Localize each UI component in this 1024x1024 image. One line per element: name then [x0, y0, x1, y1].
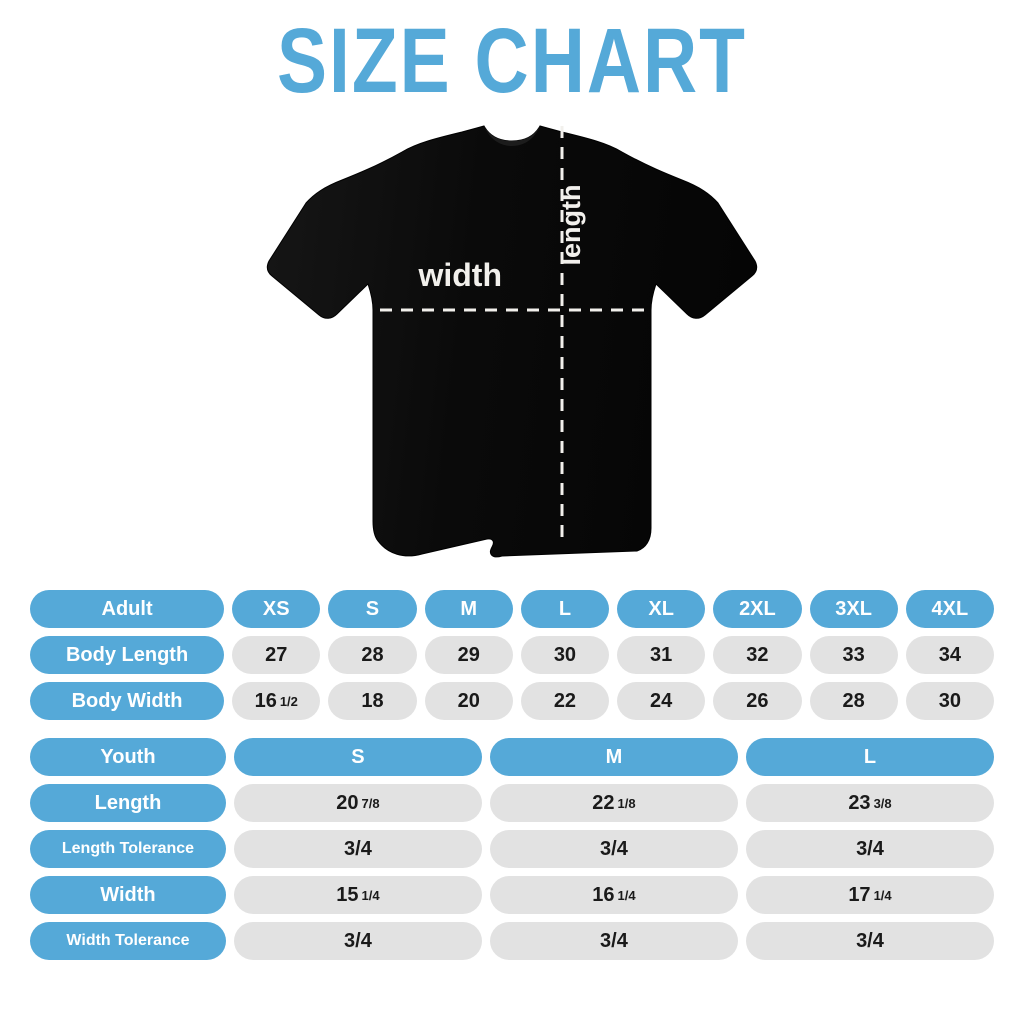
svg-text:width: width [417, 257, 502, 293]
svg-text:length: length [556, 185, 586, 266]
